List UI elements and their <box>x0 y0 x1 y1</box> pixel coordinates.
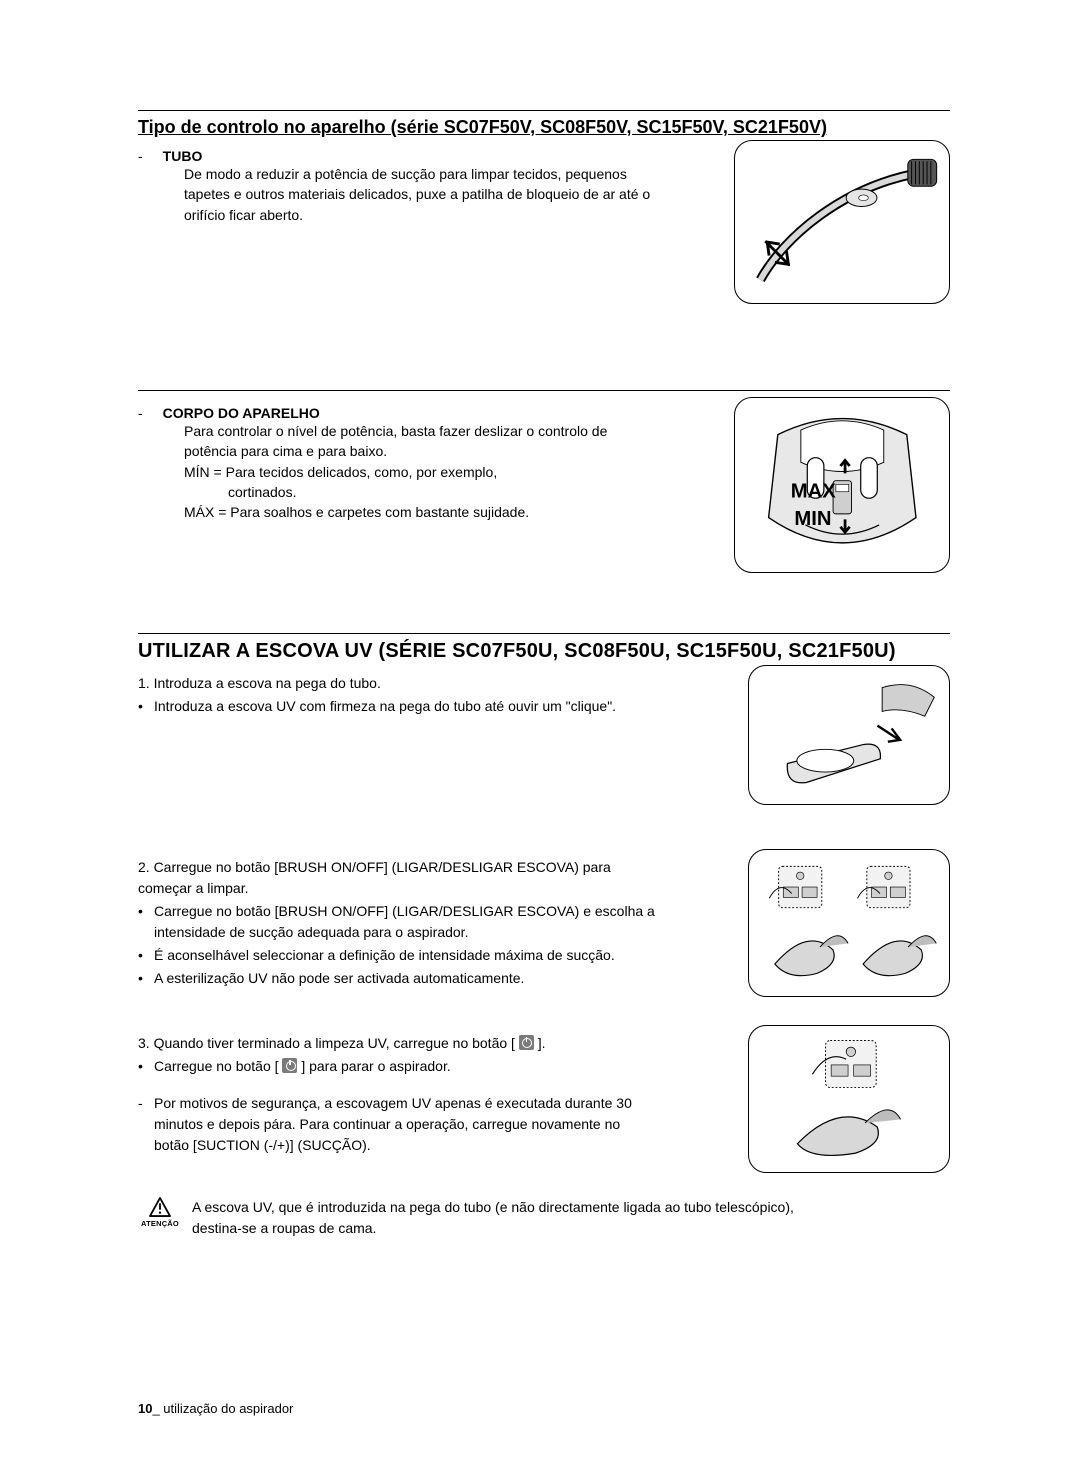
section-rule <box>138 110 950 111</box>
corpo-min-b: cortinados. <box>184 482 734 502</box>
warning-icon-col: ATENÇÃO <box>138 1197 182 1228</box>
warning-label: ATENÇÃO <box>141 1219 179 1228</box>
corpo-row: - CORPO DO APARELHO Para controlar o nív… <box>138 405 950 573</box>
corpo-text-col: - CORPO DO APARELHO Para controlar o nív… <box>138 405 734 522</box>
section1-title: Tipo de controlo no aparelho (série SC07… <box>138 117 950 138</box>
tubo-heading: - TUBO <box>138 148 734 164</box>
step2-illustration <box>748 849 950 997</box>
corpo-intro: Para controlar o nível de potência, bast… <box>184 421 656 462</box>
tubo-text-col: - TUBO De modo a reduzir a potência de s… <box>138 148 734 225</box>
step1-row: 1. Introduza a escova na pega do tubo. •… <box>138 673 950 805</box>
power-icon <box>282 1058 297 1073</box>
tubo-illustration <box>734 140 950 304</box>
tubo-body: De modo a reduzir a potência de sucção p… <box>184 164 656 225</box>
step3-text: 3. Quando tiver terminado a limpeza UV, … <box>138 1033 656 1158</box>
brush-insert-icon <box>759 673 939 797</box>
corpo-label: CORPO DO APARELHO <box>163 405 320 421</box>
warning-icon <box>149 1197 171 1217</box>
vacuum-body-icon: MAX MIN <box>746 407 939 564</box>
page-footer: 10_ utilização do aspirador <box>138 1401 293 1416</box>
step2-num: 2. Carregue no botão [BRUSH ON/OFF] (LIG… <box>138 857 656 899</box>
power-icon <box>519 1035 534 1050</box>
section2-title: UTILIZAR A ESCOVA UV (SÉRIE SC07F50U, SC… <box>138 640 950 663</box>
step2-text: 2. Carregue no botão [BRUSH ON/OFF] (LIG… <box>138 857 656 991</box>
step2-row: 2. Carregue no botão [BRUSH ON/OFF] (LIG… <box>138 857 950 997</box>
step1-illustration <box>748 665 950 805</box>
dash: - <box>138 405 143 421</box>
section-rule <box>138 633 950 634</box>
step2-b3: •A esterilização UV não pode ser activad… <box>138 968 656 989</box>
warning-row: ATENÇÃO A escova UV, que é introduzida n… <box>138 1197 950 1239</box>
step3-num: 3. Quando tiver terminado a limpeza UV, … <box>138 1033 656 1054</box>
corpo-illustration: MAX MIN <box>734 397 950 573</box>
min-label: MIN <box>794 508 831 530</box>
step1-text: 1. Introduza a escova na pega do tubo. •… <box>138 673 616 719</box>
hose-icon <box>746 149 939 295</box>
step2-b1: •Carregue no botão [BRUSH ON/OFF] (LIGAR… <box>138 901 656 943</box>
step3-row: 3. Quando tiver terminado a limpeza UV, … <box>138 1033 950 1173</box>
step3-illustration <box>748 1025 950 1173</box>
corpo-max: MÁX = Para soalhos e carpetes com bastan… <box>184 502 734 522</box>
footer-label: _ utilização do aspirador <box>152 1401 293 1416</box>
tubo-label: TUBO <box>163 148 203 164</box>
tubo-row: - TUBO De modo a reduzir a potência de s… <box>138 148 950 304</box>
divider <box>138 390 950 391</box>
corpo-min-a: MÍN = Para tecidos delicados, como, por … <box>184 462 734 482</box>
remote-stop-icon <box>759 1033 939 1164</box>
max-label: MAX <box>790 480 835 502</box>
step1-num: 1. Introduza a escova na pega do tubo. <box>138 673 616 694</box>
corpo-heading: - CORPO DO APARELHO <box>138 405 734 421</box>
step1-b1: • Introduza a escova UV com firmeza na p… <box>138 696 616 717</box>
step3-safety: - Por motivos de segurança, a escovagem … <box>138 1093 656 1156</box>
step2-b2: •É aconselhável seleccionar a definição … <box>138 945 656 966</box>
step3-b1: • Carregue no botão [ ] para parar o asp… <box>138 1056 656 1077</box>
page-number: 10 <box>138 1401 152 1416</box>
bullet-dot: • <box>138 696 154 717</box>
remote-press-icon <box>759 857 939 988</box>
warning-text: A escova UV, que é introduzida na pega d… <box>192 1197 812 1239</box>
dash: - <box>138 1093 154 1156</box>
dash: - <box>138 148 143 164</box>
